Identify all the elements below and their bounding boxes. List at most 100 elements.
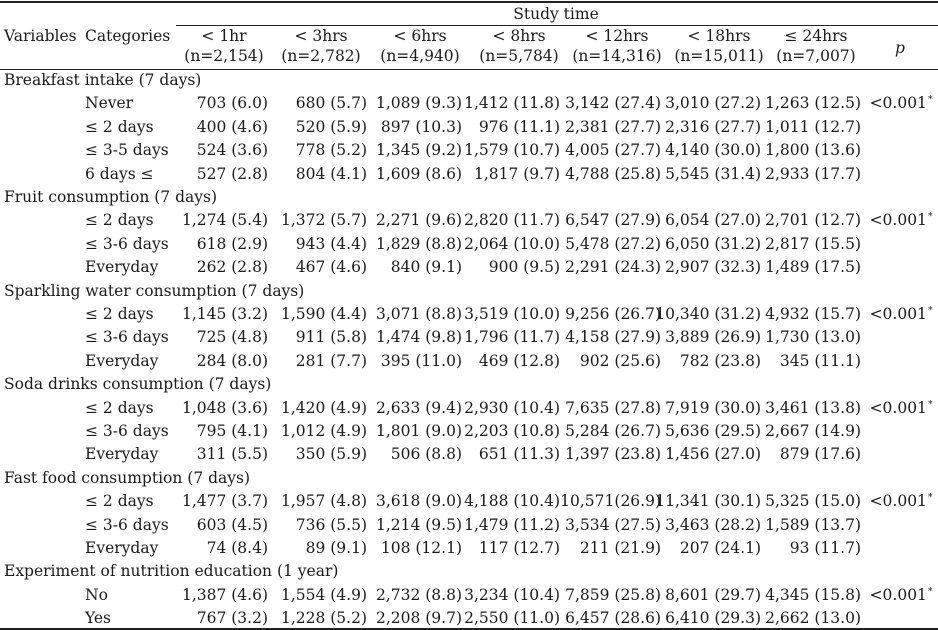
table-cell: 89 (9.1) <box>305 539 367 557</box>
table-cell: 1,089 (9.3) <box>375 94 462 113</box>
table-cell: 2,667 (14.9) <box>765 422 861 440</box>
table-cell: 5,284 (26.7) <box>565 422 661 440</box>
table-cell: 902 (25.6) <box>579 351 661 370</box>
table-cell: 618 (2.9) <box>196 234 268 253</box>
p-value: <0.001* <box>866 398 936 418</box>
variables-header: Variables <box>4 27 77 45</box>
table-cell: 211 (21.9) <box>579 539 661 557</box>
table-cell: 3,534 (27.5) <box>565 515 661 534</box>
category-label: ≤ 2 days <box>85 398 154 417</box>
categories-header: Categories <box>85 27 171 45</box>
table-cell: 976 (11.1) <box>478 117 560 136</box>
p-value-text: <0.001 <box>869 211 927 230</box>
table-cell: 7,919 (30.0) <box>665 398 761 417</box>
table-cell: 5,636 (29.5) <box>665 422 761 440</box>
table-cell: 1,589 (13.7) <box>765 515 861 534</box>
significance-mark: * <box>927 493 933 504</box>
significance-mark: * <box>927 212 933 223</box>
table-cell: 2,208 (9.7) <box>375 609 462 628</box>
table-cell: 4,932 (15.7) <box>765 305 861 323</box>
table-cell: 1,420 (4.9) <box>280 398 367 417</box>
table-cell: 5,325 (15.0) <box>765 492 861 511</box>
category-label: ≤ 2 days <box>85 305 154 323</box>
table-cell: 1,372 (5.7) <box>280 211 367 230</box>
table-cell: 2,933 (17.7) <box>765 164 861 183</box>
category-label: Never <box>85 94 134 113</box>
category-label: ≤ 3-6 days <box>85 328 169 347</box>
column-header-label: < 6hrs <box>393 27 447 45</box>
table-cell: 400 (4.6) <box>196 117 268 136</box>
table-cell: 1,274 (5.4) <box>181 211 268 230</box>
table-cell: 3,618 (9.0) <box>375 492 462 511</box>
column-header-label: < 18hrs <box>687 27 751 45</box>
table-cell: 2,316 (27.7) <box>665 117 761 136</box>
table-cell: 1,048 (3.6) <box>181 398 268 417</box>
table-cell: 1,345 (9.2) <box>375 141 462 160</box>
table-cell: 3,142 (27.4) <box>565 94 661 113</box>
table-cell: 1,609 (8.6) <box>375 164 462 183</box>
column-header-n: (n=7,007) <box>776 47 856 65</box>
top-rule <box>0 1 938 3</box>
table-cell: 6,054 (27.0) <box>665 211 761 230</box>
table-cell: 93 (11.7) <box>789 539 861 557</box>
table-cell: 2,271 (9.6) <box>375 211 462 230</box>
table-cell: 1,554 (4.9) <box>280 585 367 604</box>
table-cell: 1,829 (8.8) <box>375 234 462 253</box>
table-cell: 1,412 (11.8) <box>464 94 560 113</box>
table-cell: 943 (4.4) <box>295 234 367 253</box>
table-cell: 8,601 (29.7) <box>665 585 761 604</box>
table-cell: 725 (4.8) <box>196 328 268 347</box>
study-time-header: Study time <box>513 5 599 23</box>
column-header-n: (n=5,784) <box>479 47 559 65</box>
column-header-n: (n=4,940) <box>380 47 460 65</box>
p-value-text: <0.001 <box>869 492 927 511</box>
table-cell: 1,489 (17.5) <box>765 258 861 277</box>
table-cell: 879 (17.6) <box>779 445 861 464</box>
column-header-label: < 1hr <box>201 27 247 45</box>
table-cell: 5,478 (27.2) <box>565 234 661 253</box>
table-cell: 782 (23.8) <box>679 351 761 370</box>
table-cell: 3,889 (26.9) <box>665 328 761 347</box>
table-cell: 1,817 (9.7) <box>473 164 560 183</box>
table-cell: 2,381 (27.7) <box>565 117 661 136</box>
table-cell: 469 (12.8) <box>478 351 560 370</box>
p-value-text: <0.001 <box>869 398 927 417</box>
header-rule <box>0 69 938 70</box>
table-cell: 506 (8.8) <box>390 445 462 464</box>
section-title: Soda drinks consumption (7 days) <box>4 375 272 394</box>
table-cell: 1,228 (5.2) <box>280 609 367 628</box>
column-header-label: < 3hrs <box>294 27 348 45</box>
table-cell: 1,214 (9.5) <box>375 515 462 534</box>
table-cell: 2,907 (32.3) <box>665 258 761 277</box>
table-cell: 281 (7.7) <box>295 351 367 370</box>
category-label: ≤ 3-6 days <box>85 422 169 440</box>
table-cell: 2,633 (9.4) <box>375 398 462 417</box>
category-label: ≤ 3-6 days <box>85 234 169 253</box>
column-header-label: < 8hrs <box>492 27 546 45</box>
table-cell: 736 (5.5) <box>295 515 367 534</box>
table-cell: 2,820 (11.7) <box>464 211 560 230</box>
table-cell: 467 (4.6) <box>295 258 367 277</box>
table-cell: 3,461 (13.8) <box>765 398 861 417</box>
table-cell: 2,701 (12.7) <box>765 211 861 230</box>
table-cell: 108 (12.1) <box>380 539 462 557</box>
p-value: <0.001* <box>866 93 936 113</box>
table-cell: 2,817 (15.5) <box>765 234 861 253</box>
table-cell: 840 (9.1) <box>390 258 462 277</box>
table-cell: 1,796 (11.7) <box>464 328 560 347</box>
column-header-n: (n=15,011) <box>674 47 764 65</box>
p-header: p <box>895 39 905 57</box>
table-cell: 778 (5.2) <box>295 141 367 160</box>
table-cell: 2,662 (13.0) <box>765 609 861 628</box>
table-cell: 4,788 (25.8) <box>565 164 661 183</box>
table-cell: 1,730 (13.0) <box>765 328 861 347</box>
column-header-label: ≤ 24hrs <box>784 27 848 45</box>
table-cell: 6,457 (28.6) <box>565 609 661 628</box>
p-value: <0.001* <box>866 210 936 230</box>
table-cell: 6,050 (31.2) <box>665 234 761 253</box>
table-cell: 2,291 (24.3) <box>565 258 661 277</box>
table-cell: 345 (11.1) <box>779 351 861 370</box>
table-cell: 7,635 (27.8) <box>565 398 661 417</box>
table-cell: 1,579 (10.7) <box>464 141 560 160</box>
table-cell: 350 (5.9) <box>295 445 367 464</box>
